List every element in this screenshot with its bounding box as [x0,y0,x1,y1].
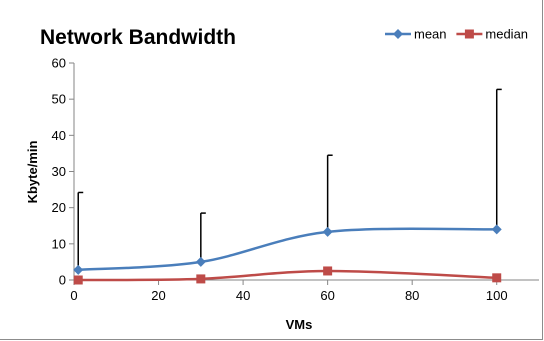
x-tick-label: 40 [236,288,250,303]
y-tick-label: 60 [52,56,66,71]
y-tick-label: 10 [52,236,66,251]
chart-title: Network Bandwidth [40,26,236,49]
y-tick-label: 50 [52,92,66,107]
x-tick-label: 20 [151,288,165,303]
median-data-point [323,266,333,276]
mean-data-point [73,264,84,275]
y-tick-label: 30 [52,164,66,179]
median-data-point [73,275,83,285]
legend: mean median [385,27,528,42]
x-tick-label: 60 [320,288,334,303]
mean-data-point [322,226,333,237]
mean-data-point [195,256,206,267]
y-tick-label: 0 [59,273,66,288]
y-tick-label: 20 [52,200,66,215]
x-tick-label: 0 [70,288,77,303]
median-series-line [78,269,497,282]
mean-series-line [78,227,497,272]
x-tick-label: 80 [405,288,419,303]
legend-median-label: median [485,27,528,42]
median-data-point [492,273,502,283]
y-axis-title: Kbyte/min [25,141,40,204]
legend-mean-label: mean [414,27,447,42]
x-tick-label: 100 [486,288,508,303]
legend-median-marker [464,29,474,39]
mean-data-point [491,224,502,235]
x-axis-title: VMs [286,317,313,332]
plot-area: 0 10 20 30 40 50 60 0 20 40 60 80 100 [52,56,539,303]
legend-mean-marker [393,29,403,39]
y-tick-label: 40 [52,128,66,143]
median-data-point [196,274,206,284]
